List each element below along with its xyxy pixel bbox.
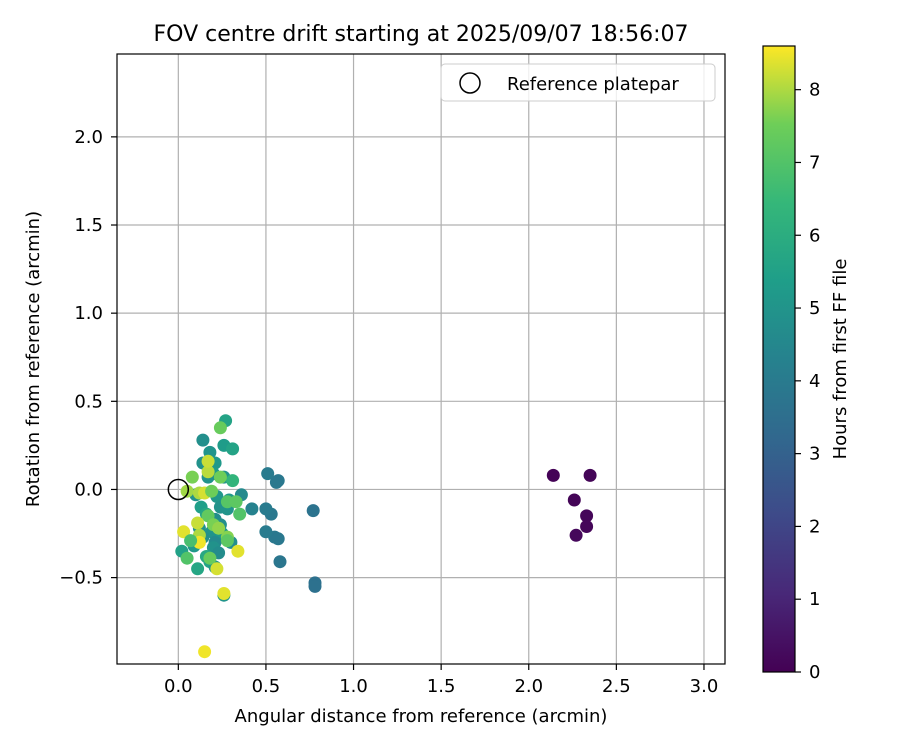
reference-platepar-marker (167, 478, 190, 501)
data-point (567, 493, 581, 507)
data-point (177, 525, 191, 539)
data-point (210, 562, 224, 576)
data-point (569, 528, 583, 542)
data-point (306, 504, 320, 518)
data-point (201, 454, 215, 468)
x-tick-label: 1.5 (427, 676, 456, 697)
data-point (226, 442, 240, 456)
data-point (205, 484, 219, 498)
data-point (191, 516, 205, 530)
colorbar-ticks: 0 1 2 3 4 5 6 7 8 (795, 80, 820, 683)
x-tick-label: 0.5 (252, 676, 281, 697)
x-tick-label: 0.0 (164, 676, 193, 697)
y-tick-label: 1.0 (74, 303, 103, 324)
data-point (212, 521, 226, 535)
data-point (273, 555, 287, 569)
plot-area (116, 53, 726, 665)
colorbar: 0 1 2 3 4 5 6 7 8 Hours from first FF file (762, 45, 851, 683)
data-point (271, 532, 285, 546)
chart-title: FOV centre drift starting at 2025/09/07 … (154, 22, 689, 47)
legend-reference-marker (459, 72, 481, 94)
data-point (583, 468, 597, 482)
data-point (180, 551, 194, 565)
colorbar-tick-label: 5 (809, 298, 820, 319)
data-point (261, 467, 275, 481)
colorbar-tick-label: 8 (809, 80, 820, 101)
data-point (226, 474, 240, 488)
legend-label-reference: Reference platepar (507, 74, 679, 95)
data-point (201, 465, 215, 479)
colorbar-tick-label: 4 (809, 371, 820, 392)
x-axis-label: Angular distance from reference (arcmin) (235, 706, 608, 727)
data-point (229, 495, 243, 509)
y-tick-label: 0.0 (74, 479, 103, 500)
data-points (175, 414, 597, 659)
x-tick-label: 2.5 (602, 676, 631, 697)
y-tick-label: 0.5 (74, 391, 103, 412)
data-point (580, 509, 594, 523)
data-point (217, 587, 231, 600)
data-point (580, 520, 594, 533)
y-axis-label: Rotation from reference (arcmin) (23, 211, 44, 507)
data-point (220, 534, 234, 548)
colorbar-tick-label: 6 (809, 225, 820, 246)
data-point (213, 470, 227, 484)
legend-box (440, 63, 716, 102)
data-point (203, 551, 217, 565)
data-point (198, 645, 212, 659)
data-point (259, 525, 273, 539)
data-point (546, 468, 560, 482)
y-tick-label: 2.0 (74, 127, 103, 148)
data-point (231, 544, 245, 558)
x-tick-label: 2.0 (514, 676, 543, 697)
data-point (185, 470, 199, 484)
legend: Reference platepar (440, 63, 716, 102)
data-point (196, 433, 210, 447)
x-tick-label: 1.0 (339, 676, 368, 697)
y-axis-ticks: −0.5 0.0 0.5 1.0 1.5 2.0 (59, 127, 117, 589)
colorbar-tick-label: 0 (809, 662, 820, 683)
x-tick-label: 3.0 (690, 676, 719, 697)
y-tick-label: −0.5 (59, 568, 103, 589)
grid-lines (117, 54, 725, 664)
data-point (245, 502, 259, 516)
colorbar-tick-label: 1 (809, 589, 820, 610)
data-point (184, 534, 198, 548)
x-axis-ticks: 0.0 0.5 1.0 1.5 2.0 2.5 3.0 (164, 664, 718, 697)
plot-frame (116, 53, 726, 665)
data-point (259, 502, 273, 516)
colorbar-gradient (762, 45, 796, 673)
colorbar-tick-label: 7 (809, 152, 820, 173)
data-point (233, 507, 247, 521)
colorbar-label: Hours from first FF file (830, 259, 851, 460)
y-tick-label: 1.5 (74, 215, 103, 236)
data-point (191, 562, 205, 576)
data-point (213, 421, 227, 435)
data-point (180, 484, 194, 498)
data-point (269, 475, 283, 489)
plot-background (117, 54, 725, 664)
reference-marker-layer (167, 478, 190, 501)
colorbar-tick-label: 3 (809, 444, 820, 465)
data-point (308, 579, 322, 593)
colorbar-tick-label: 2 (809, 516, 820, 537)
